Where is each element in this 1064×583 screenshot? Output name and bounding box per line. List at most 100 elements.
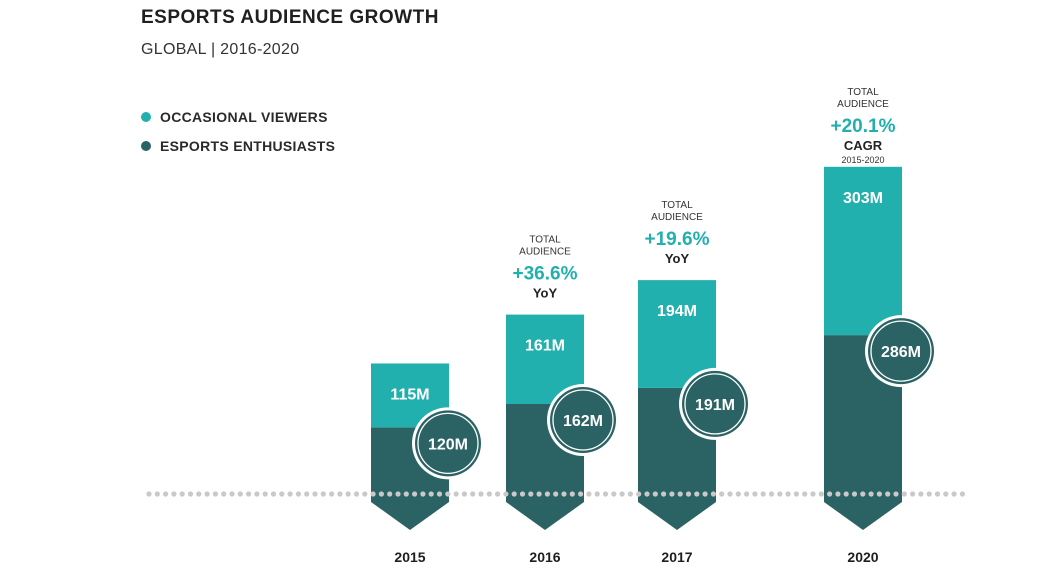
- label-enthusiasts-2015: 120M: [428, 436, 468, 453]
- badge-2015: [415, 410, 481, 477]
- baseline-dot: [370, 491, 376, 497]
- baseline-dot: [412, 491, 418, 497]
- baseline-dot: [387, 491, 393, 497]
- legend-label-occasional: OCCASIONAL VIEWERS: [160, 108, 328, 125]
- baseline-dot: [146, 491, 152, 497]
- legend: OCCASIONAL VIEWERS ESPORTS ENTHUSIASTS: [141, 102, 335, 160]
- baseline-dot: [569, 491, 575, 497]
- baseline-dot: [868, 491, 874, 497]
- baseline-dot: [420, 491, 426, 497]
- annotation-value-2016: +36.6%: [513, 264, 578, 285]
- baseline-dot: [602, 491, 609, 497]
- label-occasional-2020: 303M: [843, 190, 883, 207]
- bar-occasional-2017: [638, 280, 716, 388]
- annotation-line2-2020: AUDIENCE: [837, 99, 889, 110]
- badge-2016: [550, 387, 616, 454]
- x-tick-label-2017: 2017: [661, 549, 692, 565]
- legend-swatch-enthusiasts: [141, 140, 151, 151]
- annotation-line1-2016: TOTAL: [529, 235, 561, 246]
- baseline-dot: [586, 491, 592, 497]
- baseline-dot: [702, 491, 708, 497]
- baseline-dot: [777, 491, 783, 497]
- label-occasional-2017: 194M: [657, 303, 697, 320]
- baseline-dot: [312, 491, 318, 497]
- baseline-dot: [669, 491, 675, 497]
- baseline-dot: [503, 491, 509, 497]
- baseline-dot: [827, 491, 833, 497]
- baseline-dot: [893, 491, 899, 497]
- baseline-dot: [171, 491, 177, 497]
- baseline-dot: [237, 491, 243, 497]
- baseline-dot: [495, 491, 501, 497]
- baseline-dot: [677, 491, 683, 497]
- x-tick-label-2020: 2020: [847, 549, 878, 565]
- baseline-dot: [187, 491, 194, 497]
- badge-inner-ring-2017: [684, 373, 746, 435]
- baseline-dot: [719, 491, 725, 497]
- bar-enthusiasts-2020: [824, 335, 902, 530]
- baseline-dot: [362, 491, 368, 497]
- baseline-dot: [810, 491, 816, 497]
- baseline-dot: [934, 491, 941, 497]
- baseline-dot: [528, 491, 534, 497]
- baseline-dot: [511, 491, 517, 497]
- baseline-dot: [793, 491, 800, 497]
- baseline-dot: [901, 491, 907, 497]
- chart-title: ESPORTS AUDIENCE GROWTH: [141, 7, 439, 28]
- legend-swatch-occasional: [141, 111, 151, 122]
- legend-label-enthusiasts: ESPORTS ENTHUSIASTS: [160, 137, 336, 154]
- baseline-dot: [951, 491, 957, 497]
- baseline-dot: [486, 491, 492, 497]
- baseline-dot: [644, 491, 650, 497]
- chart-subtitle: GLOBAL | 2016-2020: [141, 41, 300, 58]
- badge-inner-ring-2016: [552, 389, 614, 451]
- baseline-dot: [594, 491, 600, 497]
- baseline-dot: [627, 491, 634, 497]
- baseline-dot: [536, 491, 542, 497]
- baseline-dot: [329, 491, 335, 497]
- baseline-dot: [453, 491, 459, 497]
- baseline-dot: [287, 491, 293, 497]
- label-enthusiasts-2016: 162M: [563, 413, 603, 430]
- baseline-dot: [262, 491, 268, 497]
- bar-occasional-2020: [824, 166, 902, 336]
- annotation-metric-2020: CAGR: [844, 138, 883, 153]
- annotation-period-2020: 2015-2020: [841, 155, 884, 165]
- label-enthusiasts-2017: 191M: [695, 397, 735, 414]
- baseline-dot: [445, 491, 451, 497]
- baseline-dot: [943, 491, 949, 497]
- baseline-dot: [553, 491, 559, 497]
- baseline-dot: [561, 491, 567, 497]
- baseline-dot: [212, 491, 218, 497]
- baseline-dot: [204, 491, 210, 497]
- annotation-line1-2017: TOTAL: [661, 200, 693, 211]
- legend-item-esports-enthusiasts: ESPORTS ENTHUSIASTS: [141, 131, 335, 160]
- baseline-dot: [652, 491, 658, 497]
- annotation-value-2020: +20.1%: [831, 116, 896, 137]
- baseline-dot: [735, 491, 741, 497]
- baseline-dot: [926, 491, 932, 497]
- badge-2017: [682, 370, 748, 437]
- baseline-dot: [910, 491, 916, 497]
- baseline-dot: [179, 491, 185, 497]
- baseline-dot: [802, 491, 808, 497]
- annotation-line2-2017: AUDIENCE: [651, 212, 703, 223]
- baseline-dot: [337, 491, 343, 497]
- baseline-dot: [760, 491, 766, 497]
- baseline-dot: [345, 491, 351, 497]
- label-occasional-2015: 115M: [390, 386, 429, 403]
- baseline-dot: [154, 491, 160, 497]
- annotation-metric-2016: YoY: [533, 286, 558, 301]
- baseline-dot: [163, 491, 169, 497]
- baseline-dot: [395, 491, 401, 497]
- baseline-dot: [685, 491, 692, 497]
- annotation-line2-2016: AUDIENCE: [519, 247, 571, 258]
- baseline-dot: [304, 491, 310, 497]
- badge-2020: [868, 318, 934, 385]
- baseline-dot: [403, 491, 409, 497]
- baseline-dot: [478, 491, 484, 497]
- baseline-dot: [744, 491, 750, 497]
- x-tick-label-2015: 2015: [394, 549, 425, 565]
- baseline-dot: [885, 491, 891, 497]
